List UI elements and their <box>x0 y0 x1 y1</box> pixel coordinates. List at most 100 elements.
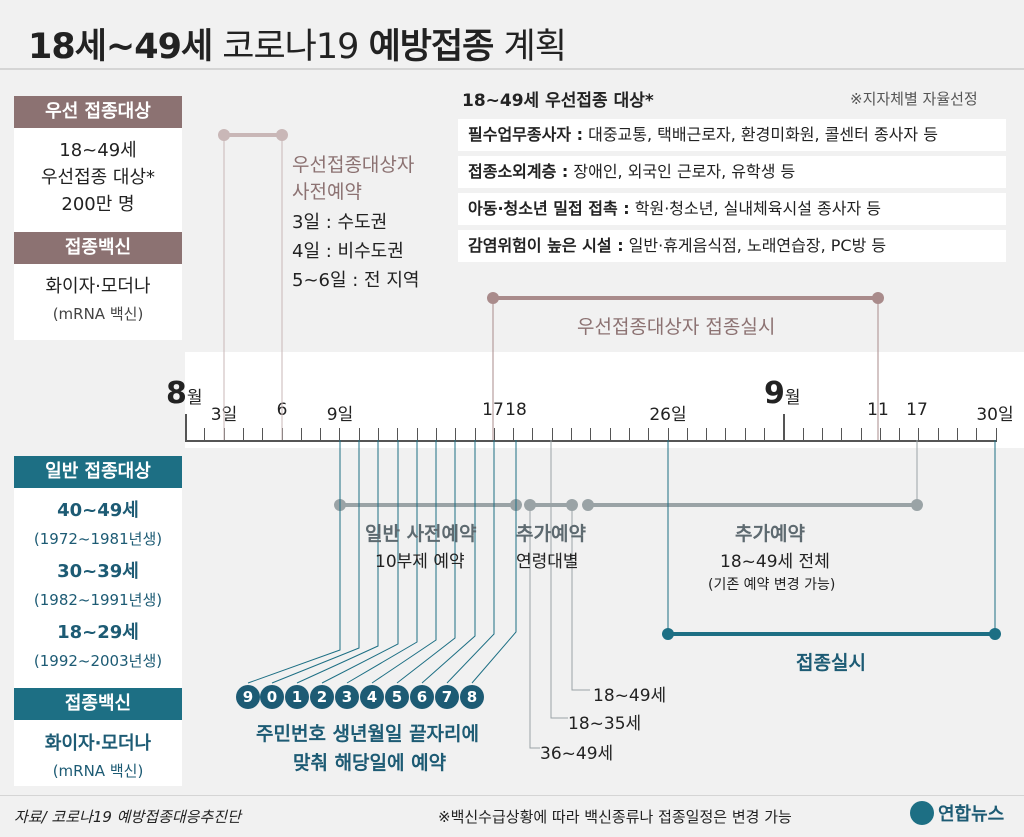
bar-endpoint <box>872 292 884 304</box>
table-row-label: 아동·청소년 밀접 접촉 : <box>468 199 630 218</box>
axis-tick <box>764 428 765 440</box>
priority-reservation-line1: 3일 : 수도권 <box>292 212 388 233</box>
digit-circle: 7 <box>435 685 459 709</box>
table-row-text: 대중교통, 택배근로자, 환경미화원, 콜센터 종사자 등 <box>583 125 938 144</box>
axis-tick <box>262 428 264 440</box>
table-row: 감염위험이 높은 시설 : 일반·휴게음식점, 노래연습장, PC방 등 <box>458 230 1006 262</box>
axis-tick <box>532 428 534 440</box>
digit-circle: 3 <box>335 685 359 709</box>
priority-target-line2: 우선접종 대상* <box>40 167 156 188</box>
digit-circle: 2 <box>310 685 334 709</box>
axis-tick <box>571 428 572 440</box>
axis-tick <box>648 428 650 440</box>
axis-tick <box>937 428 939 440</box>
axis-tick <box>397 428 399 440</box>
axis-tick <box>513 428 515 440</box>
priority-target-card <box>14 96 182 340</box>
axis-tick <box>339 428 341 440</box>
logo: 연합뉴스 <box>910 800 1004 826</box>
general-reservation-title: 일반 사전예약 <box>365 523 477 545</box>
logo-icon <box>910 801 934 825</box>
extra-reservation1-sub: 연령대별 <box>516 552 579 572</box>
digit-connector <box>471 440 517 684</box>
general-target-header: 일반 접종대상 <box>14 456 182 488</box>
axis-tick <box>667 428 669 440</box>
footer-note: ※백신수급상황에 따라 백신종류나 접종일정은 변경 가능 <box>438 808 792 826</box>
digit-circle: 5 <box>385 685 409 709</box>
general-vaccine-type: (mRNA 백신) <box>52 762 144 780</box>
axis-tick <box>590 428 592 440</box>
axis-tick <box>551 428 553 440</box>
axis-tick <box>358 428 360 440</box>
axis-line <box>185 440 997 442</box>
axis-tick <box>899 428 901 440</box>
general-vaccine-name: 화이자·모더나 <box>44 733 152 754</box>
priority-reservation-line3: 5~6일 : 전 지역 <box>292 270 420 291</box>
tick-label: 18 <box>505 400 527 420</box>
digit-circle: 4 <box>360 685 384 709</box>
title-part2: 코로나19 <box>222 27 359 67</box>
table-row-text: 장애인, 외국인 근로자, 유학생 등 <box>568 162 796 181</box>
priority-reservation-title2: 사전예약 <box>292 181 362 203</box>
page-title: 18세~49세 코로나19 예방접종 계획 <box>28 18 567 69</box>
digit-connector <box>271 440 360 684</box>
axis-tick <box>493 428 495 440</box>
digit-connector <box>371 440 437 684</box>
digit-connector <box>446 440 495 684</box>
table-row: 접종소외계층 : 장애인, 외국인 근로자, 유학생 등 <box>458 156 1006 188</box>
table-row-label: 접종소외계층 : <box>468 162 569 181</box>
priority-table-title: 18~49세 우선접종 대상* <box>462 91 654 111</box>
axis-tick <box>706 428 708 440</box>
axis-tick <box>744 428 746 440</box>
tick-label: 9일 <box>326 405 354 425</box>
bar-endpoint <box>662 628 674 640</box>
age-label: 36~49세 <box>540 744 614 764</box>
axis-tick <box>628 428 630 440</box>
digit-circle: 0 <box>260 685 284 709</box>
general-group-age: 40~49세 <box>57 500 139 521</box>
axis-tick <box>300 428 302 440</box>
age-label-connector <box>571 505 590 691</box>
digit-circle: 1 <box>285 685 309 709</box>
axis-tick <box>416 428 418 440</box>
priority-vaccine-type: (mRNA 백신) <box>52 305 144 323</box>
axis-tick <box>725 428 727 440</box>
digit-connector <box>296 440 379 684</box>
digit-connector <box>396 440 456 684</box>
extra-reservation2-sub: 18~49세 전체 <box>720 552 830 572</box>
axis-tick <box>185 414 187 440</box>
general-vaccine-header: 접종백신 <box>14 688 182 720</box>
priority-vaccine-name: 화이자·모더나 <box>45 276 151 297</box>
axis-tick <box>242 428 244 440</box>
general-group-years: (1972~1981년생) <box>33 530 163 548</box>
axis-tick <box>957 428 958 440</box>
extra-reservation2-note: (기존 예약 변경 가능) <box>708 577 836 593</box>
digit-circle: 8 <box>460 685 484 709</box>
extra-reservation1-title: 추가예약 <box>516 523 586 545</box>
bar-endpoint <box>487 292 499 304</box>
axis-tick <box>378 428 379 440</box>
bar-endpoint <box>582 499 594 511</box>
footer-source: 자료/ 코로나19 예방접종대응추진단 <box>14 808 241 826</box>
axis-tick <box>841 428 843 440</box>
table-row-text: 일반·휴게음식점, 노래연습장, PC방 등 <box>623 236 887 255</box>
general-group-age: 18~29세 <box>57 622 139 643</box>
general-group-years: (1992~2003년생) <box>33 652 163 670</box>
priority-reservation-line2: 4일 : 비수도권 <box>292 241 404 262</box>
bar-endpoint <box>218 129 230 141</box>
bar-endpoint <box>276 129 288 141</box>
axis-tick <box>821 428 823 440</box>
priority-vaccination-label: 우선접종대상자 접종실시 <box>577 316 776 338</box>
priority-reservation-title1: 우선접종대상자 <box>292 154 415 176</box>
priority-target-line1: 18~49세 <box>59 140 137 161</box>
axis-tick <box>474 428 476 440</box>
general-group-years: (1982~1991년생) <box>33 591 163 609</box>
tick-label: 26일 <box>649 405 687 425</box>
axis-tick <box>976 428 978 440</box>
title-part3: 예방접종 <box>368 27 495 67</box>
general-target-card <box>14 456 182 786</box>
priority-target-header: 우선 접종대상 <box>14 96 182 128</box>
logo-text: 연합뉴스 <box>938 804 1005 825</box>
general-vaccination-label: 접종실시 <box>796 652 866 674</box>
